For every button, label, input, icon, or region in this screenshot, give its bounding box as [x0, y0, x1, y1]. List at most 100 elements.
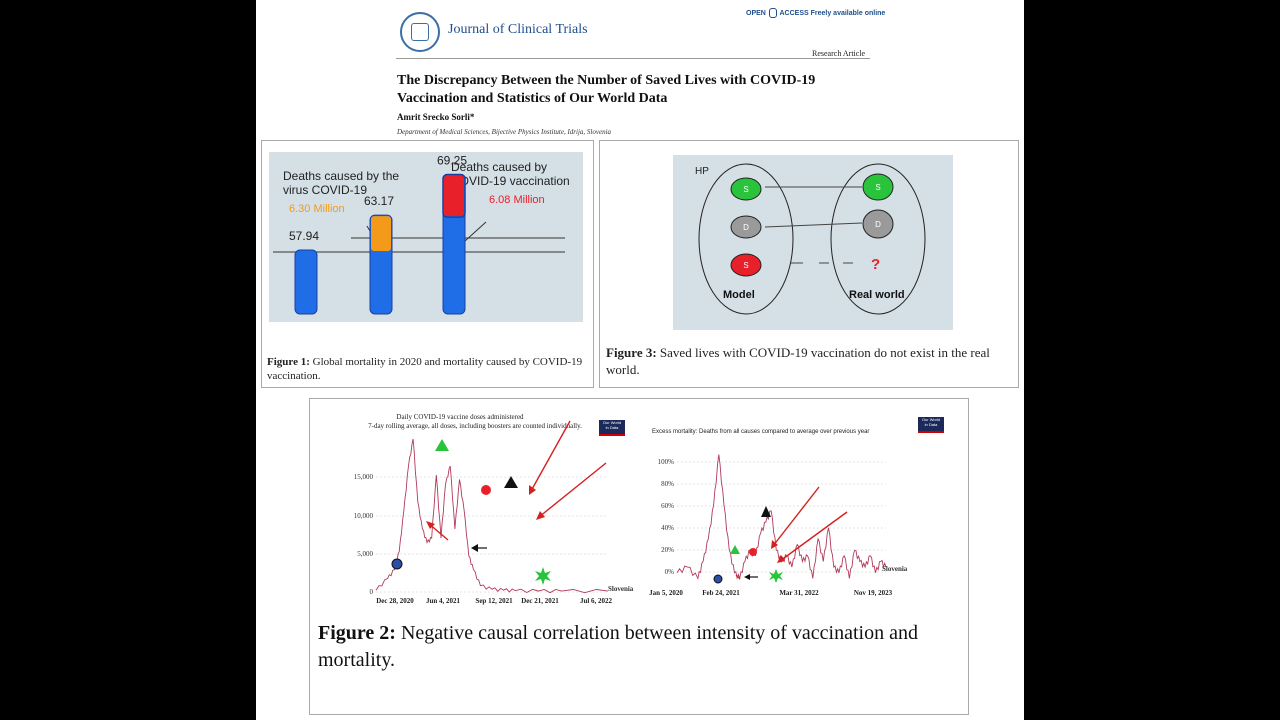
mortality-chart-title: Excess mortality: Deaths from all causes…	[652, 429, 870, 435]
y-tick-label: 60%	[661, 502, 674, 510]
virus-deaths-segment	[371, 216, 391, 251]
model-saved-node	[730, 177, 762, 201]
owid-logo: Our World in Data	[599, 420, 625, 436]
y-tick-label: 10,000	[354, 512, 374, 520]
bar-value-label: 57.94	[289, 229, 319, 243]
x-tick-label: Feb 24, 2021	[702, 589, 740, 597]
model-label: Model	[723, 289, 755, 301]
paper-title: The Discrepancy Between the Number of Sa…	[397, 72, 871, 108]
model-saved-vacc-node	[730, 253, 762, 277]
y-tick-label: 5,000	[357, 550, 373, 558]
author: Amrit Srecko Sorli*	[397, 112, 475, 122]
year-label: 2020	[368, 320, 395, 322]
black-triangle-marker	[504, 476, 518, 488]
figure-3: S D S S D HP ? Model Real world Figure 3…	[599, 140, 1019, 388]
vaccine-deaths-value: 6.08 Million	[489, 194, 545, 206]
real-world-ellipse	[830, 163, 926, 315]
year-label: 2019	[293, 320, 320, 322]
real-world-label: Real world	[849, 289, 905, 301]
model-node-symbol: D	[743, 223, 749, 232]
real-deaths-node	[862, 209, 894, 239]
open-lock-icon	[768, 8, 777, 18]
red-arrow-short	[735, 574, 741, 580]
red-arrow-long-2	[779, 511, 848, 562]
x-tick-label: Nov 19, 2023	[854, 589, 893, 597]
black-triangle-marker	[761, 506, 771, 517]
virus-deaths-value: 6.30 Million	[289, 203, 345, 215]
excess-mortality-chart: 0% 20% 40% 60% 80% 100% Jan 5, 2020 Feb 24, 20…	[649, 454, 893, 597]
y-tick-label: 0%	[665, 568, 675, 576]
vaccine-doses-chart: 0 5,000 10,000 15,000 Dec 28, 2020 Jun 4, 20…	[354, 420, 613, 605]
virus-deaths-label: Deaths caused by the virus COVID-19	[283, 169, 400, 197]
red-arrow-long-1	[530, 420, 571, 492]
real-node-symbol: D	[875, 220, 881, 229]
green-star-marker	[769, 569, 783, 583]
vaccine-chart-title: Daily COVID-19 vaccine doses administere…	[368, 413, 582, 430]
vaccine-pointer	[464, 221, 487, 242]
x-tick-label: Dec 21, 2021	[521, 597, 559, 605]
vaccine-segment-outline	[442, 173, 466, 218]
model-node-symbol: S	[743, 185, 748, 194]
figure-1-caption: Figure 1: Global mortality in 2020 and m…	[267, 356, 583, 382]
figure-3-diagram: S D S S D HP ? Model Real world	[673, 155, 953, 330]
journal-name: Journal of Clinical Trials	[448, 22, 588, 37]
x-tick-label: Jun 4, 2021	[426, 597, 461, 605]
red-arrow-long-2	[538, 462, 607, 518]
vaccine-deaths-segment	[444, 175, 464, 217]
access-label: ACCESS Freely available online	[779, 9, 886, 17]
figure-2-caption: Figure 2: Negative causal correlation be…	[318, 622, 918, 671]
black-arrow-head	[471, 544, 478, 552]
vaccine-region-label: Slovenia	[608, 585, 634, 593]
x-tick-label: Sep 12, 2021	[475, 597, 513, 605]
bar-2019	[294, 249, 318, 315]
vaccine-doses-line	[375, 438, 609, 594]
red-arrow-long-1	[772, 486, 820, 547]
y-tick-label: 100%	[658, 458, 675, 466]
header-rule	[396, 58, 870, 59]
y-tick-label: 40%	[661, 524, 674, 532]
red-arrow-head	[426, 521, 435, 529]
mortality-bar-chart: 57.94 2019 63.17 2020 69.25 2021	[273, 154, 565, 322]
red-circle-marker	[481, 485, 491, 495]
bar-value-label: 69.25	[437, 154, 467, 168]
y-tick-label: 80%	[661, 480, 674, 488]
x-tick-label: Jul 6, 2022	[580, 597, 613, 605]
vaccine-deaths-label: Deaths caused by COVID-19 vaccination	[451, 160, 570, 188]
blue-circle-marker	[713, 574, 723, 584]
green-triangle-marker	[435, 439, 449, 451]
figure-3-caption: Figure 3: Saved lives with COVID-19 vacc…	[606, 345, 990, 377]
title-line-1: The Discrepancy Between the Number of Sa…	[397, 73, 816, 88]
red-circle-marker	[749, 548, 757, 556]
mortality-region-label: Slovenia	[882, 565, 908, 573]
paper-page: Journal of Clinical Trials OPEN ACCESS F…	[256, 0, 1024, 720]
black-arrow-head	[744, 574, 750, 580]
figure-1-chart: Deaths caused by the virus COVID-19 Death…	[269, 152, 583, 322]
question-mark: ?	[871, 256, 881, 273]
department: Department of Medical Sciences, Bijectiv…	[397, 128, 612, 136]
figure-1: Deaths caused by the virus COVID-19 Death…	[261, 140, 594, 388]
article-type: Research Article	[812, 49, 866, 58]
green-star-marker	[535, 567, 551, 585]
x-tick-label: Dec 28, 2020	[376, 597, 414, 605]
x-tick-label: Mar 31, 2022	[779, 589, 819, 597]
y-tick-label: 20%	[661, 546, 674, 554]
y-tick-label: 15,000	[354, 473, 374, 481]
owid-logo: Our World in Data	[918, 417, 944, 433]
blue-circle-marker	[391, 558, 403, 570]
real-saved-node	[862, 173, 894, 201]
green-triangle-marker	[730, 545, 740, 554]
x-tick-label: Jan 5, 2020	[649, 589, 683, 597]
open-access-badge: OPEN ACCESS Freely available online	[746, 8, 885, 18]
journal-logo	[400, 12, 440, 52]
year-label: 2021	[441, 320, 468, 322]
hp-label: HP	[695, 166, 709, 177]
real-node-symbol: S	[875, 183, 880, 192]
y-tick-label: 0	[370, 588, 374, 596]
figure-2: Daily COVID-19 vaccine doses administere…	[309, 398, 969, 715]
title-line-2: Vaccination and Statistics of Our World …	[397, 91, 668, 106]
bar-value-label: 63.17	[364, 194, 394, 208]
model-ellipse	[698, 163, 794, 315]
model-node-symbol: S	[743, 261, 748, 270]
model-deaths-node	[730, 215, 762, 239]
link-deaths	[764, 222, 863, 228]
